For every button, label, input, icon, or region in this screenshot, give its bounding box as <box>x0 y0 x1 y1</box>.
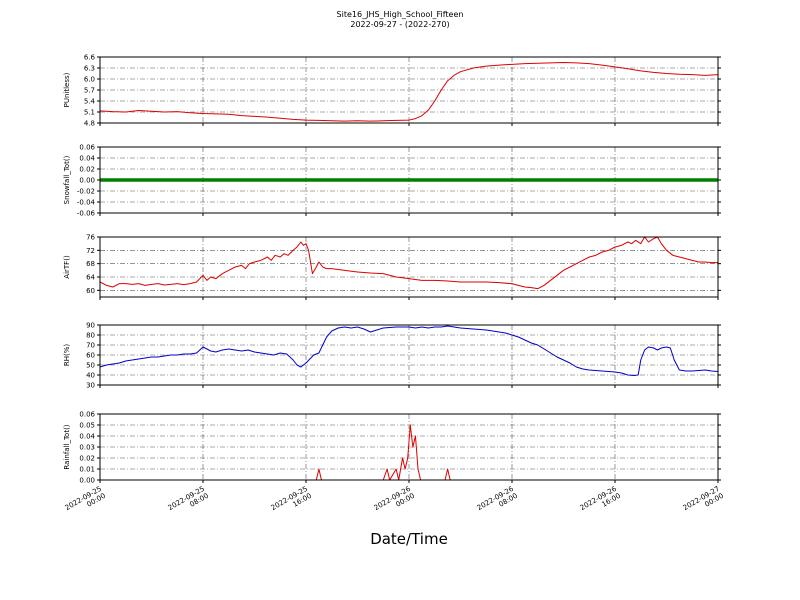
y-axis-label: RH(%) <box>63 344 71 367</box>
y-tick-label: 0.04 <box>79 155 95 163</box>
y-tick-label: 6.0 <box>84 76 95 84</box>
x-tick-label: 2022-09-2700:00 <box>682 485 725 519</box>
y-tick-label: 5.7 <box>84 87 95 95</box>
panel-2: 60 64 68 72 76 AirTF() <box>63 234 721 300</box>
x-tick-label: 2022-09-2616:00 <box>579 485 623 519</box>
y-tick-label: 0.00 <box>79 177 95 185</box>
x-axis-title: Date/Time <box>370 530 448 548</box>
y-axis-label: Snowfall_Tot() <box>63 155 71 204</box>
y-tick-label: 40 <box>86 372 95 380</box>
x-tick-label: 2022-09-2608:00 <box>476 485 520 519</box>
x-tick-label: 2022-09-2600:00 <box>373 485 417 519</box>
y-tick-label: 0.06 <box>79 144 95 152</box>
y-tick-label: 0.02 <box>79 166 95 174</box>
y-axis-label: Rainfall_Tot() <box>63 424 71 469</box>
panel-1: -0.06 -0.04 -0.02 0.00 0.02 0.04 0.06 Snowfall_… <box>63 144 721 218</box>
y-tick-label: 60 <box>86 352 95 360</box>
y-tick-label: 5.4 <box>84 98 96 106</box>
y-tick-label: 0.03 <box>79 444 95 452</box>
y-axis-label: PUnitless) <box>63 72 71 107</box>
y-tick-label: 0.00 <box>79 477 95 485</box>
y-tick-label: 60 <box>86 287 95 295</box>
y-axis-label: AirTF() <box>63 255 71 279</box>
y-tick-label: 90 <box>86 322 95 330</box>
y-tick-label: 6.6 <box>84 54 96 62</box>
series-line-4 <box>100 424 718 480</box>
series-line-0 <box>100 62 718 122</box>
y-tick-label: 76 <box>86 234 95 242</box>
y-tick-label: -0.04 <box>77 199 96 207</box>
chart-title-line2: 2022-09-27 - (2022-270) <box>350 20 450 30</box>
x-tick-label: 2022-09-2516:00 <box>270 485 313 519</box>
y-tick-label: 6.3 <box>84 65 95 73</box>
y-tick-label: 0.06 <box>79 411 95 419</box>
y-tick-label: 5.1 <box>84 109 95 117</box>
y-tick-label: 4.8 <box>84 120 95 128</box>
panel-0: 4.8 5.1 5.4 5.7 6.0 6.3 6.6 PUnitless) <box>63 54 721 128</box>
chart-title-line1: Site16_JHS_High_School_Fifteen <box>336 10 464 19</box>
y-tick-label: 0.01 <box>79 466 95 474</box>
y-tick-label: 30 <box>86 382 95 390</box>
y-tick-label: 70 <box>86 342 95 350</box>
chart-title: Site16_JHS_High_School_Fifteen 2022-09-2… <box>0 10 800 31</box>
panel-4: 0.00 0.01 0.02 0.03 0.04 0.05 0.06 Rainfall_Tot… <box>63 411 721 485</box>
y-tick-label: 80 <box>86 332 95 340</box>
series-line-2 <box>100 237 718 290</box>
x-tick-label: 2022-09-2508:00 <box>167 485 210 519</box>
y-tick-label: 0.02 <box>79 455 95 463</box>
y-tick-label: 64 <box>86 274 95 282</box>
y-tick-label: 0.05 <box>79 422 95 430</box>
y-tick-label: -0.02 <box>77 188 95 196</box>
y-tick-label: 0.04 <box>79 433 95 441</box>
x-tick-label: 2022-09-2500:00 <box>64 485 107 519</box>
y-tick-label: 72 <box>86 247 95 255</box>
panel-3: 30 40 50 60 70 80 90 RH(%) <box>63 322 721 390</box>
series-line-3 <box>100 325 718 376</box>
y-tick-label: 50 <box>86 362 95 370</box>
y-tick-label: 68 <box>86 260 95 268</box>
y-tick-label: -0.06 <box>77 210 96 218</box>
